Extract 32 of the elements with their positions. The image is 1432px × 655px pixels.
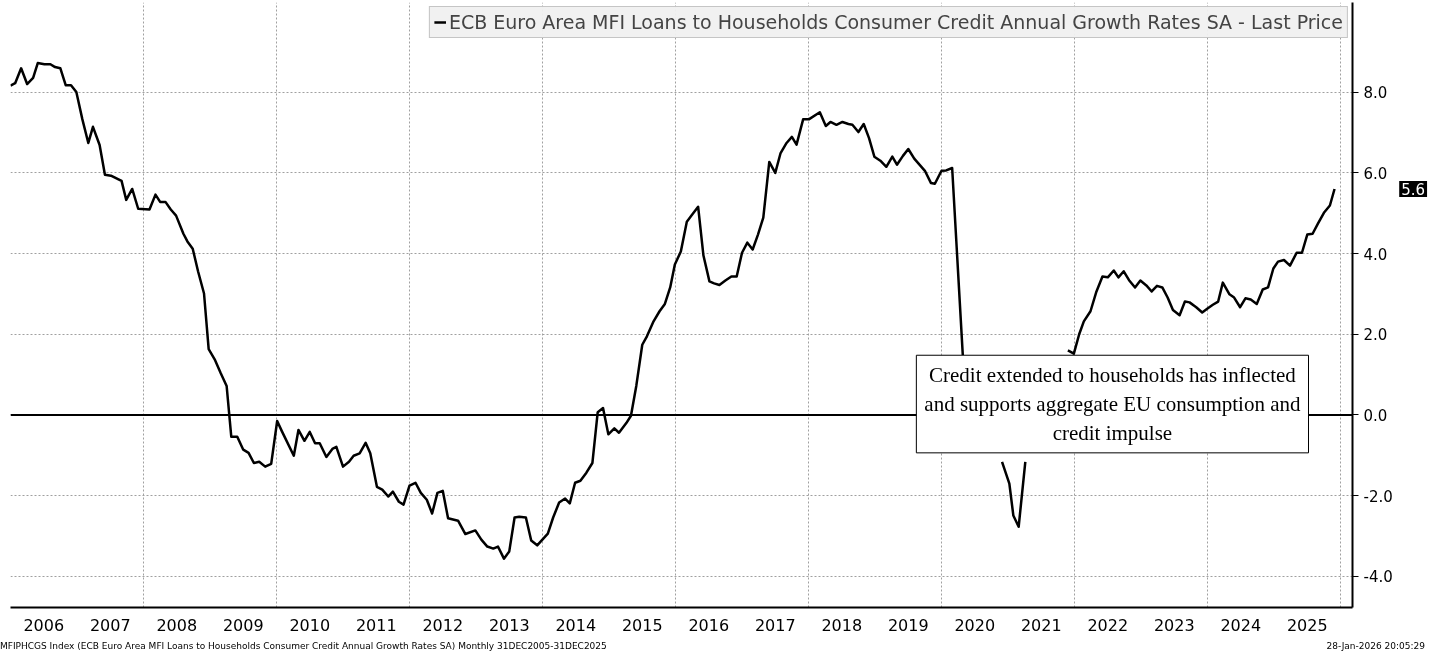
x-tick-label: 2021 [1020,615,1062,635]
y-tick-label: -2.0 [1363,487,1393,506]
x-tick-label: 2023 [1153,615,1195,635]
x-tick-label: 2010 [289,615,331,635]
x-tick-label: 2020 [954,615,996,635]
x-tick-label: 2015 [621,615,663,635]
x-tick-label: 2019 [887,615,929,635]
x-tick-label: 2012 [422,615,464,635]
x-tick-label: 2016 [688,615,730,635]
x-tick-label: 2006 [23,615,65,635]
text: 28-Jan-2026 20:05:29 [1326,640,1425,653]
x-tick-label: 2025 [1286,615,1328,635]
x-tick-label: 2013 [488,615,530,635]
x-tick-label: 2011 [355,615,397,635]
x-tick-label: 2018 [821,615,863,635]
x-tick-label: 2009 [222,615,264,635]
text: 5.6 [1401,180,1426,199]
x-tick-label: 2024 [1220,615,1262,635]
legend-label: ECB Euro Area MFI Loans to Households Consumer Credit Annual Growth Rates SA - Last Price [448,11,1343,33]
x-tick-label: 2008 [156,615,198,635]
y-tick-label: -4.0 [1363,568,1393,587]
annotation: Credit extended to households has inflected and supports aggregate EU consumption and credit impulse [924,363,1302,445]
x-tick-label: 2007 [89,615,131,635]
x-tick-label: 2022 [1087,615,1129,635]
y-tick-label: 8.0 [1363,84,1388,103]
x-tick-label: 2014 [555,615,597,635]
x-tick-label: 2017 [754,615,796,635]
y-tick-label: 2.0 [1363,326,1388,345]
text: MFIPHCGS Index (ECB Euro Area MFI Loans to Households Consumer Credit Annual Growth Rates SA) Monthly 31DEC2005-31DEC2025 [0,640,607,653]
y-tick-label: 4.0 [1363,245,1388,264]
y-tick-label: 6.0 [1363,164,1388,183]
y-tick-label: 0.0 [1363,406,1388,425]
